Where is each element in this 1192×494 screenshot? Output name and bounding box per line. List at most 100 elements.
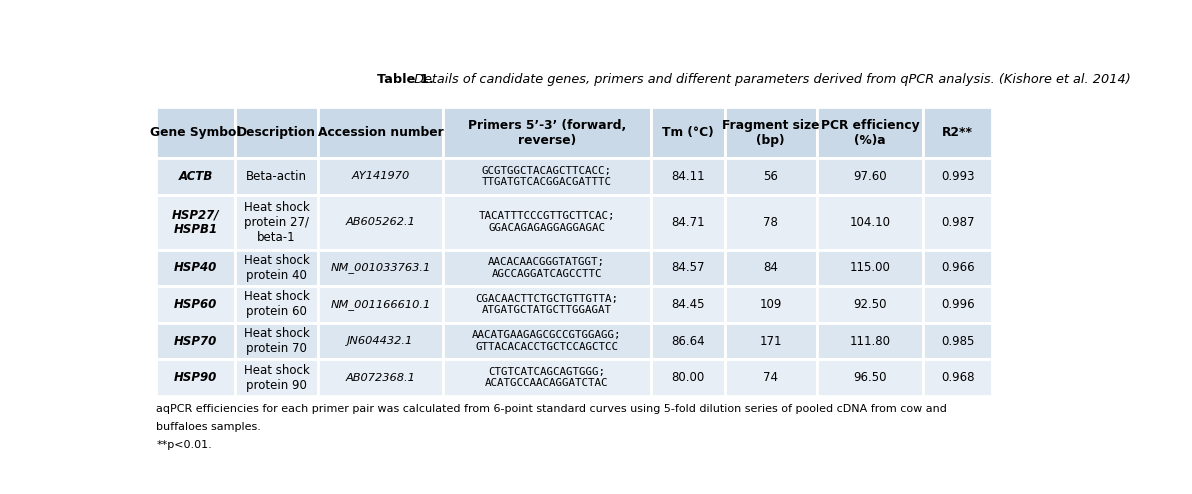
Bar (318, 249, 442, 286)
Bar (156, 286, 235, 323)
Text: CGACAACTTCTGCTGTTGTTA;
ATGATGCTATGCTTGGAGAT: CGACAACTTCTGCTGTTGTTA; ATGATGCTATGCTTGGA… (476, 293, 619, 315)
Text: 56: 56 (763, 170, 778, 183)
Text: 171: 171 (759, 334, 782, 348)
Text: HSP40: HSP40 (174, 261, 217, 274)
Text: 0.985: 0.985 (942, 334, 975, 348)
Bar (235, 359, 318, 396)
Bar (235, 107, 318, 158)
Text: 0.968: 0.968 (940, 371, 975, 384)
Text: 84.57: 84.57 (671, 261, 704, 274)
Bar (235, 323, 318, 359)
Text: Details of candidate genes, primers and different parameters derived from qPCR a: Details of candidate genes, primers and … (410, 73, 1131, 85)
Text: Beta-actin: Beta-actin (246, 170, 308, 183)
Text: 92.50: 92.50 (853, 298, 887, 311)
Bar (817, 323, 923, 359)
Bar (923, 286, 993, 323)
Bar (442, 107, 651, 158)
Bar (318, 195, 442, 249)
Text: 0.993: 0.993 (940, 170, 975, 183)
Bar (156, 359, 235, 396)
Text: Heat shock
protein 27/
beta-1: Heat shock protein 27/ beta-1 (243, 201, 310, 244)
Text: AY141970: AY141970 (352, 171, 410, 181)
Text: Accession number: Accession number (317, 126, 443, 139)
Text: 96.50: 96.50 (853, 371, 887, 384)
Bar (442, 323, 651, 359)
Bar (318, 359, 442, 396)
Text: Heat shock
protein 60: Heat shock protein 60 (243, 290, 310, 319)
Bar (318, 158, 442, 195)
Text: HSP90: HSP90 (174, 371, 217, 384)
Bar (725, 359, 817, 396)
Text: buffaloes samples.: buffaloes samples. (156, 422, 261, 432)
Text: JN604432.1: JN604432.1 (347, 336, 414, 346)
Bar (923, 249, 993, 286)
Text: AACATGAAGAGCGCCGTGGAGG;
GTTACACACCTGCTCCAGCTCC: AACATGAAGAGCGCCGTGGAGG; GTTACACACCTGCTCC… (472, 330, 621, 352)
Text: aqPCR efficiencies for each primer pair was calculated from 6-point standard cur: aqPCR efficiencies for each primer pair … (156, 404, 948, 413)
Bar (923, 158, 993, 195)
Text: ACTB: ACTB (179, 170, 213, 183)
Text: Gene Symbol: Gene Symbol (150, 126, 241, 139)
Bar (318, 323, 442, 359)
Bar (156, 323, 235, 359)
Bar (442, 158, 651, 195)
Bar (817, 286, 923, 323)
Text: 97.60: 97.60 (853, 170, 887, 183)
Text: 115.00: 115.00 (850, 261, 890, 274)
Bar (725, 107, 817, 158)
Text: Heat shock
protein 70: Heat shock protein 70 (243, 327, 310, 355)
Text: 80.00: 80.00 (671, 371, 704, 384)
Text: 104.10: 104.10 (850, 216, 890, 229)
Text: AB072368.1: AB072368.1 (346, 372, 415, 383)
Bar (651, 158, 725, 195)
Text: HSP60: HSP60 (174, 298, 217, 311)
Bar (651, 195, 725, 249)
Text: **p<0.01.: **p<0.01. (156, 440, 212, 450)
Text: PCR efficiency
(%)a: PCR efficiency (%)a (821, 119, 919, 147)
Bar (817, 107, 923, 158)
Text: NM_001166610.1: NM_001166610.1 (330, 299, 430, 310)
Text: 84: 84 (763, 261, 778, 274)
Text: Tm (°C): Tm (°C) (662, 126, 713, 139)
Text: 109: 109 (759, 298, 782, 311)
Text: Heat shock
protein 90: Heat shock protein 90 (243, 364, 310, 392)
Text: NM_001033763.1: NM_001033763.1 (330, 262, 430, 273)
Bar (651, 359, 725, 396)
Text: 84.11: 84.11 (671, 170, 704, 183)
Bar (817, 359, 923, 396)
Text: 0.996: 0.996 (940, 298, 975, 311)
Bar (235, 286, 318, 323)
Bar (817, 249, 923, 286)
Bar (725, 249, 817, 286)
Text: AACACAACGGGTATGGT;
AGCCAGGATCAGCCTTC: AACACAACGGGTATGGT; AGCCAGGATCAGCCTTC (489, 257, 606, 279)
Text: 78: 78 (763, 216, 778, 229)
Bar (923, 195, 993, 249)
Bar (235, 158, 318, 195)
Bar (725, 158, 817, 195)
Bar (442, 249, 651, 286)
Text: CTGTCATCAGCAGTGGG;
ACATGCCAACAGGATCTAC: CTGTCATCAGCAGTGGG; ACATGCCAACAGGATCTAC (485, 367, 608, 388)
Bar (725, 323, 817, 359)
Bar (156, 158, 235, 195)
Bar (318, 107, 442, 158)
Text: 111.80: 111.80 (850, 334, 890, 348)
Bar (318, 286, 442, 323)
Bar (442, 286, 651, 323)
Bar (923, 323, 993, 359)
Text: AB605262.1: AB605262.1 (346, 217, 415, 227)
Text: 86.64: 86.64 (671, 334, 704, 348)
Text: HSP70: HSP70 (174, 334, 217, 348)
Bar (725, 195, 817, 249)
Text: TACATTTCCCGTTGCTTCAC;
GGACAGAGAGGAGGAGAC: TACATTTCCCGTTGCTTCAC; GGACAGAGAGGAGGAGAC (478, 211, 615, 233)
Text: Table 1.: Table 1. (378, 73, 434, 85)
Bar (651, 107, 725, 158)
Bar (651, 249, 725, 286)
Text: GCGTGGCTACAGCTTCACC;
TTGATGTCACGGACGATTTC: GCGTGGCTACAGCTTCACC; TTGATGTCACGGACGATTT… (482, 165, 611, 187)
Text: 84.45: 84.45 (671, 298, 704, 311)
Bar (817, 158, 923, 195)
Text: 74: 74 (763, 371, 778, 384)
Bar (817, 195, 923, 249)
Text: 0.987: 0.987 (940, 216, 975, 229)
Text: HSP27/
HSPB1: HSP27/ HSPB1 (172, 208, 219, 236)
Bar (156, 249, 235, 286)
Text: 84.71: 84.71 (671, 216, 704, 229)
